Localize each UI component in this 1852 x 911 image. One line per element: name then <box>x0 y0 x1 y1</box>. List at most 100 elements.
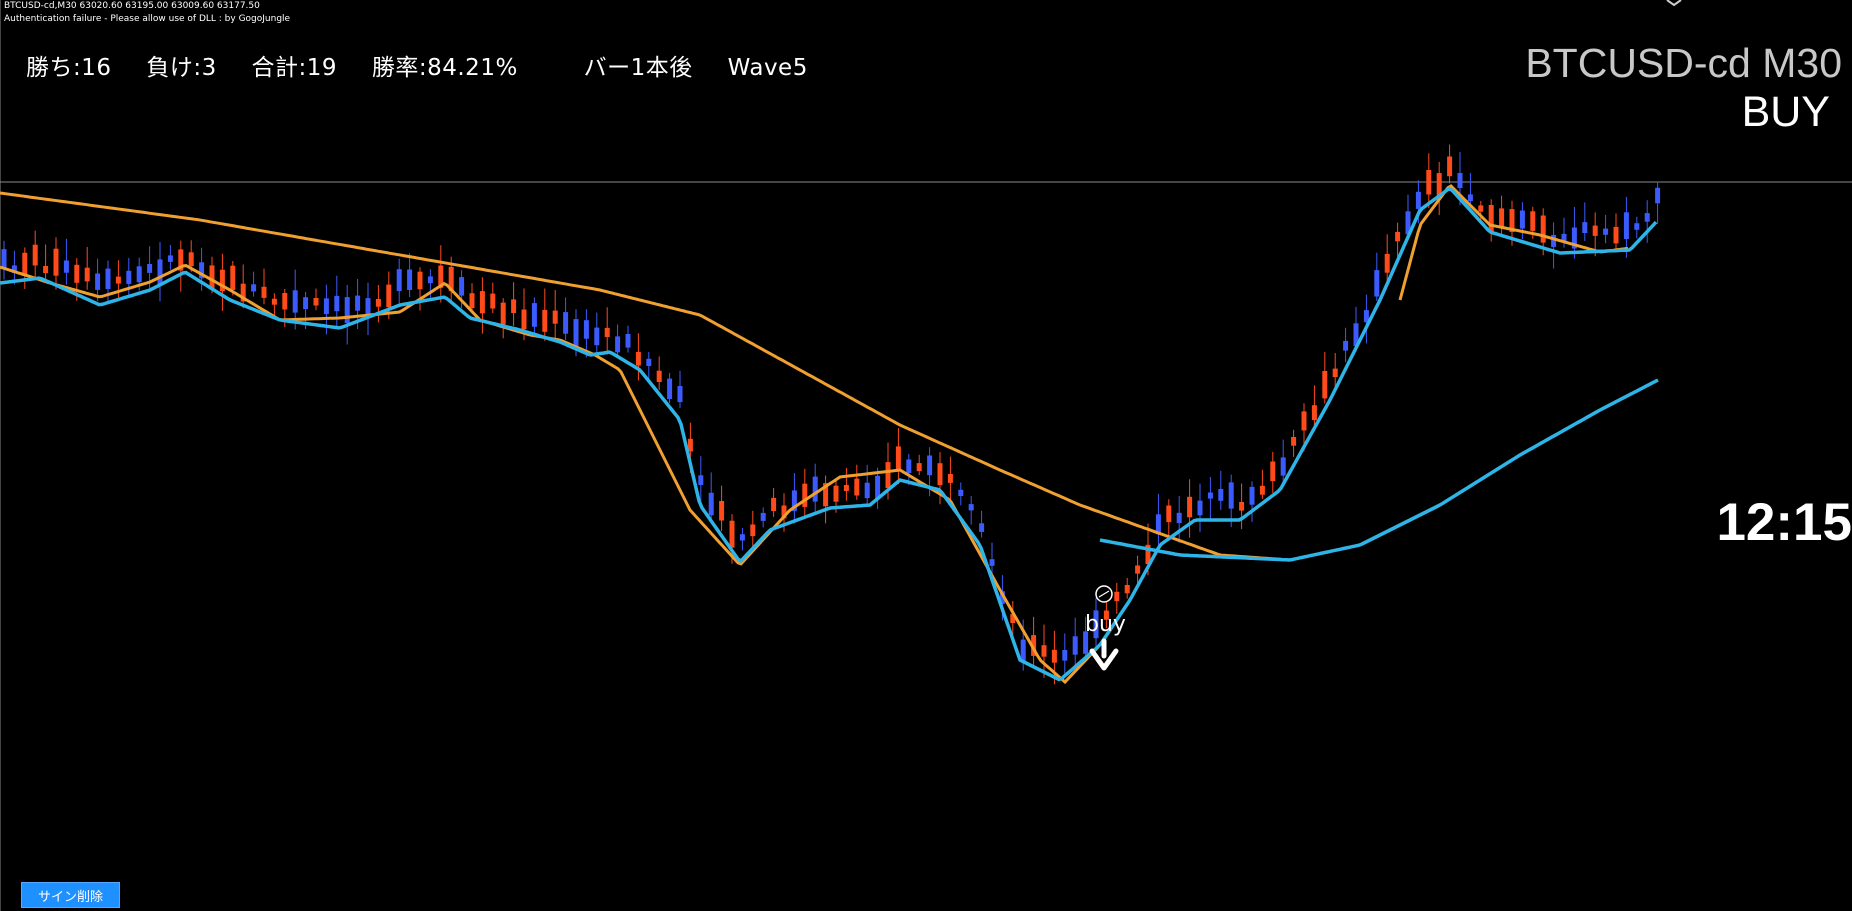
candle <box>1551 222 1557 269</box>
candle <box>344 284 350 345</box>
candle <box>916 454 922 476</box>
candle <box>1280 439 1286 486</box>
candle <box>479 277 485 334</box>
candle <box>1571 207 1577 259</box>
candle <box>615 324 621 358</box>
candle <box>812 463 818 514</box>
candle <box>313 288 319 311</box>
ma-medium-line <box>0 184 1629 685</box>
candle <box>375 285 381 323</box>
candle <box>1249 481 1255 522</box>
symbol-title: BTCUSD-cd M30 <box>1525 40 1842 86</box>
candle <box>1311 385 1317 428</box>
candle <box>1291 429 1297 457</box>
candle <box>760 507 766 528</box>
candle <box>1218 470 1224 510</box>
candle <box>667 372 673 404</box>
candle <box>1093 598 1099 651</box>
candle <box>63 238 69 285</box>
candle <box>1197 483 1203 533</box>
candle <box>1582 202 1588 241</box>
candle <box>1332 353 1338 389</box>
clear-signs-button[interactable]: サイン削除 <box>21 882 120 908</box>
buy-signal-label: buy <box>1085 612 1126 637</box>
candle <box>95 258 101 302</box>
candle <box>594 312 600 357</box>
candle <box>708 472 714 520</box>
losses-count: 負け:3 <box>146 55 217 81</box>
candle <box>469 283 475 313</box>
candle <box>22 247 28 289</box>
candle <box>1083 616 1089 659</box>
candle <box>1395 222 1401 257</box>
candle <box>219 253 225 311</box>
candle <box>1644 200 1650 243</box>
ma-slow-line <box>0 191 1291 562</box>
candle <box>1488 199 1494 242</box>
candle <box>1384 234 1390 287</box>
candle <box>1634 216 1640 239</box>
candle <box>157 242 163 302</box>
candle <box>1322 352 1328 404</box>
candle <box>635 333 641 381</box>
candle <box>719 485 725 532</box>
candle <box>864 464 870 504</box>
candle <box>656 356 662 390</box>
candle <box>823 475 829 524</box>
down-arrow-icon <box>1089 638 1119 671</box>
candle <box>1467 172 1473 209</box>
candle <box>802 468 808 519</box>
candle <box>739 528 745 551</box>
candle <box>261 268 267 305</box>
candle <box>251 271 257 297</box>
candle <box>43 244 49 280</box>
bar-countdown-timer: 12:15 <box>1716 493 1852 552</box>
candle <box>386 271 392 320</box>
wins-count: 勝ち:16 <box>26 55 112 81</box>
candle <box>698 456 704 507</box>
candle <box>490 282 496 314</box>
candle <box>906 453 912 486</box>
candle <box>750 510 756 550</box>
candle <box>1270 451 1276 493</box>
candle <box>84 247 90 290</box>
candle <box>843 467 849 501</box>
candle <box>1166 499 1172 538</box>
candle <box>1499 195 1505 237</box>
candle <box>1239 483 1245 530</box>
candle <box>417 267 423 311</box>
candle <box>167 245 173 270</box>
candle <box>895 428 901 485</box>
candle <box>1062 633 1068 675</box>
candle <box>1041 624 1047 678</box>
candle <box>979 510 985 538</box>
auth-failure-message: Authentication failure - Please allow us… <box>4 14 291 24</box>
ma-fast-line <box>0 186 1658 682</box>
wave-setting: Wave5 <box>727 55 808 81</box>
ma-long-line <box>1099 378 1659 562</box>
candle <box>563 297 569 340</box>
buy-signal-marker <box>1089 585 1119 671</box>
candle <box>542 288 548 341</box>
candle <box>271 293 277 316</box>
candle <box>1135 555 1141 587</box>
candle <box>583 309 589 358</box>
candle <box>188 240 194 272</box>
candle <box>1031 616 1037 667</box>
signal-circle-icon <box>1095 585 1113 603</box>
candle <box>1603 214 1609 244</box>
candle <box>32 230 38 279</box>
candle <box>646 352 652 379</box>
candle <box>1343 327 1349 363</box>
candle <box>365 282 371 335</box>
stats-panel: 勝ち:16 負け:3 合計:19 勝率:84.21% バー1本後 Wave5 <box>26 48 835 82</box>
candle <box>1426 153 1432 209</box>
candle <box>1592 212 1598 257</box>
ohlc-readout: BTCUSD-cd,M30 63020.60 63195.00 63009.60… <box>4 1 260 11</box>
candle <box>438 245 444 303</box>
candle <box>147 246 153 293</box>
candle <box>1436 161 1442 216</box>
candle <box>230 261 236 296</box>
candle <box>240 264 246 309</box>
